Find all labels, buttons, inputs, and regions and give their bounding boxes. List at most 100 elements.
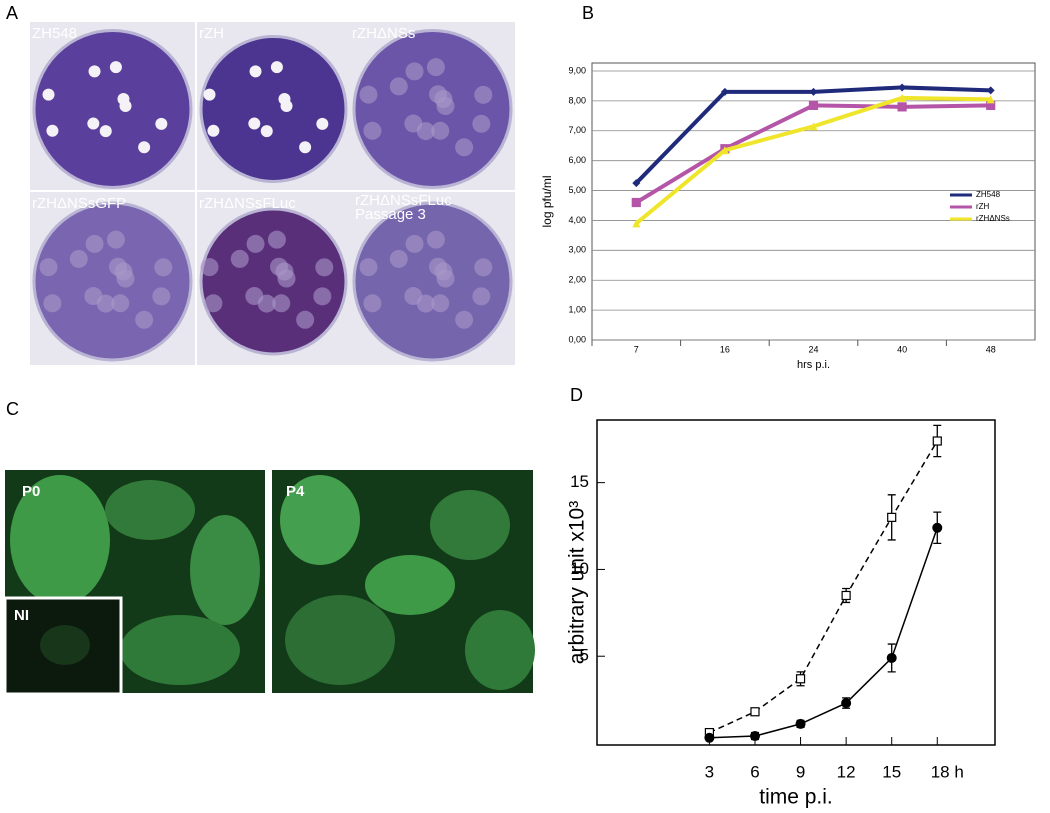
plate-label: rZH xyxy=(199,25,224,42)
cell xyxy=(465,610,535,690)
marker xyxy=(631,197,641,208)
marker xyxy=(632,219,641,228)
plaque xyxy=(69,249,88,268)
plaque xyxy=(260,125,273,138)
plaque xyxy=(278,93,291,106)
plaque xyxy=(405,62,424,81)
plate xyxy=(199,35,348,183)
cell xyxy=(40,625,90,665)
marker xyxy=(809,122,818,131)
marker xyxy=(986,86,995,95)
cell xyxy=(10,475,110,605)
plaque xyxy=(296,310,315,329)
marker xyxy=(750,707,760,717)
y-tick-label: 6,00 xyxy=(568,155,586,165)
plaque xyxy=(455,138,474,157)
marker xyxy=(887,512,897,522)
plaque xyxy=(431,121,450,140)
marker xyxy=(720,146,729,155)
marker xyxy=(704,732,715,743)
series-line xyxy=(709,527,938,739)
cell xyxy=(365,555,455,615)
y-tick-label: 3,00 xyxy=(568,245,586,255)
plate-label: rZHΔNSsFLuc xyxy=(199,195,296,212)
plaque xyxy=(39,258,58,277)
x-tick-label: 15 xyxy=(882,762,901,781)
plaque xyxy=(429,257,448,276)
plate xyxy=(352,29,513,189)
x-tick-label: 12 xyxy=(837,762,856,781)
plaque xyxy=(429,85,448,104)
plaque xyxy=(389,249,408,268)
plate-label: rZHΔNSsGFP xyxy=(32,195,126,212)
plaque xyxy=(270,257,289,276)
cell xyxy=(105,480,195,540)
cell xyxy=(120,615,240,685)
plaque xyxy=(109,257,128,276)
plaque xyxy=(43,294,62,313)
plaque xyxy=(204,294,223,313)
plaque xyxy=(405,234,424,253)
plaque xyxy=(106,230,125,249)
marker xyxy=(720,87,729,96)
marker xyxy=(795,674,806,684)
plaque xyxy=(416,294,435,313)
plaque xyxy=(42,88,55,101)
fluorescence-images: P0 P4 NI xyxy=(3,470,535,696)
plaque xyxy=(315,258,334,277)
y-tick-label: 8,00 xyxy=(568,95,586,105)
y-tick-label: 4,00 xyxy=(568,215,586,225)
panel-label: A xyxy=(6,3,18,23)
plaque xyxy=(200,258,219,277)
plaque xyxy=(455,310,474,329)
chart-title: D xyxy=(570,385,583,405)
plaque xyxy=(474,258,493,277)
plaque xyxy=(472,114,491,133)
plate xyxy=(199,207,348,356)
cell xyxy=(190,515,260,625)
plot-area xyxy=(596,419,996,746)
plate-label: rZHΔNSsFLuc xyxy=(355,192,452,209)
plate xyxy=(32,201,193,362)
chart-title: B xyxy=(582,3,594,23)
plaque xyxy=(299,141,312,154)
image-label: P0 xyxy=(22,483,40,500)
plaque xyxy=(155,117,168,130)
series-line xyxy=(709,440,938,734)
panel-label: C xyxy=(6,399,19,419)
marker xyxy=(809,87,818,96)
plaque xyxy=(270,61,283,74)
plaque xyxy=(154,258,173,277)
marker xyxy=(795,718,806,729)
marker xyxy=(841,590,851,601)
marker xyxy=(841,698,852,709)
plaque xyxy=(272,294,291,313)
marker xyxy=(986,95,995,104)
plaque xyxy=(389,77,408,96)
x-tick-label: 48 xyxy=(986,344,996,354)
marker xyxy=(749,731,760,742)
y-tick-label: 5 xyxy=(580,646,589,665)
plaque xyxy=(431,294,450,313)
plaque xyxy=(426,230,445,249)
plaque xyxy=(474,85,493,104)
marker xyxy=(932,522,943,533)
plaque xyxy=(267,230,286,249)
plate xyxy=(32,29,193,189)
plate-images: ZH548 rZH rZHΔNSs rZHΔNSsGFP rZHΔNSsFLuc rZHΔ… xyxy=(30,22,515,365)
x-tick-label: 3 xyxy=(705,762,714,781)
plaque xyxy=(99,125,112,138)
image-label: NI xyxy=(14,607,29,624)
marker xyxy=(897,102,907,112)
plaque xyxy=(359,85,378,104)
plaque xyxy=(109,61,122,74)
plaque xyxy=(257,294,276,313)
plaque xyxy=(426,58,445,77)
legend-label: rZHΔNSs xyxy=(976,214,1010,223)
y-tick-label: 1,00 xyxy=(568,304,586,314)
y-axis-label: arbitrary unit x10³ xyxy=(566,501,589,664)
plaque xyxy=(138,141,151,154)
plaque xyxy=(85,234,104,253)
legend-label: rZH xyxy=(976,202,990,211)
